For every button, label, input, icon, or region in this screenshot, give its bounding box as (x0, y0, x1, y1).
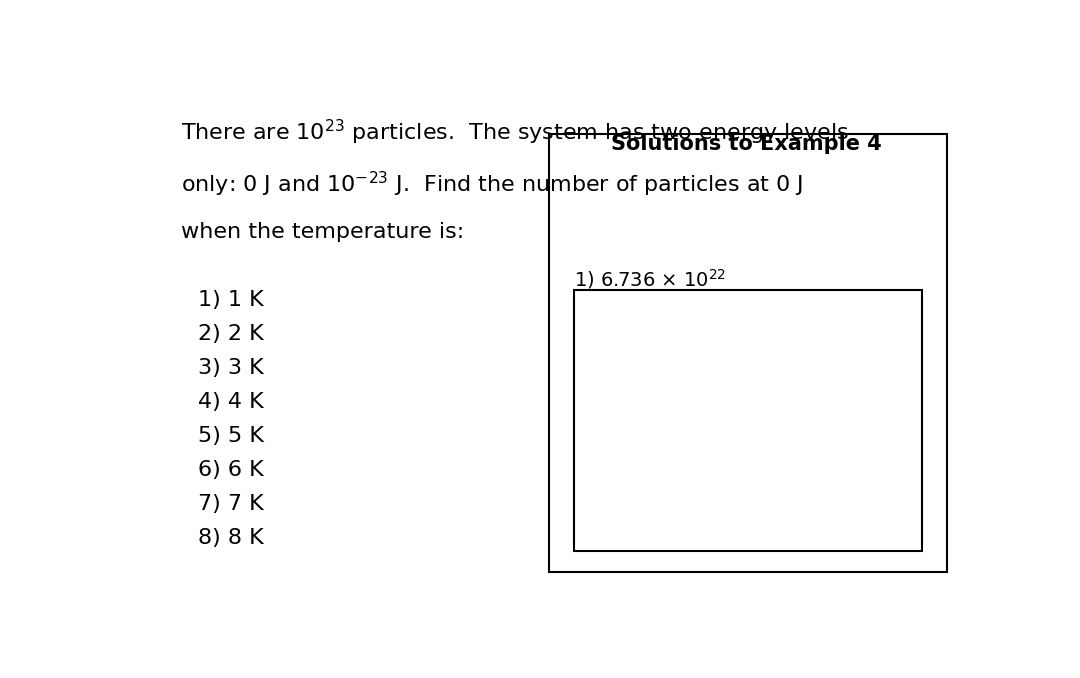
Text: 6) 6 K: 6) 6 K (198, 460, 264, 480)
Text: when the temperature is:: when the temperature is: (181, 222, 464, 242)
Text: only: 0 J and 10$^{-23}$ J.  Find the number of particles at 0 J: only: 0 J and 10$^{-23}$ J. Find the num… (181, 170, 804, 199)
Text: 8) 8 K: 8) 8 K (198, 527, 264, 548)
Bar (550, 134, 947, 572)
Text: 5) 5 K: 5) 5 K (198, 426, 264, 446)
Text: 3) 3 K: 3) 3 K (198, 358, 264, 378)
Text: 1) 1 K: 1) 1 K (198, 290, 264, 310)
Text: 7) 7 K: 7) 7 K (198, 494, 264, 514)
Text: 4) 4 K: 4) 4 K (198, 392, 264, 412)
Text: Solutions to Example 4: Solutions to Example 4 (610, 134, 881, 153)
Bar (575, 290, 922, 551)
Text: There are 10$^{23}$ particles.  The system has two energy levels: There are 10$^{23}$ particles. The syste… (181, 118, 849, 147)
Text: 1) 6.736 × 10$^{22}$: 1) 6.736 × 10$^{22}$ (575, 266, 727, 291)
Text: 2) 2 K: 2) 2 K (198, 324, 264, 344)
